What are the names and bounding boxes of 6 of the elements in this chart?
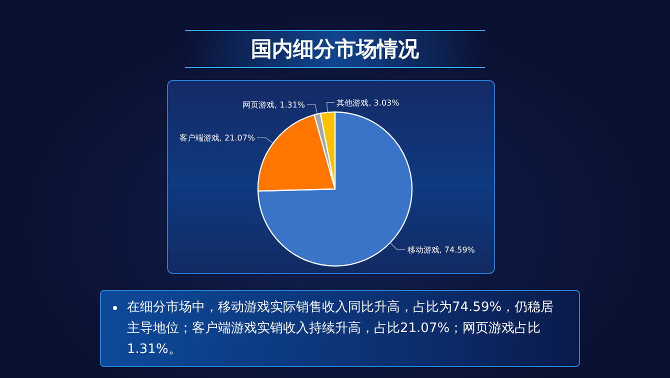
slice-label: 客户端游戏, 21.07% xyxy=(179,133,256,142)
slice-label: 其他游戏, 3.03% xyxy=(336,98,400,108)
slice-label: 移动游戏, 74.59% xyxy=(407,246,476,255)
text: 在细分市场中，移动游戏实际销售收入同比升高，占比为74.59%，仍稳居主导地位；客户端游戏实销收入持续升高，占比21.07%；网页游戏占比1.31%。 xyxy=(127,299,555,359)
chart-title: 国内细分市场情况 xyxy=(185,30,485,68)
slice-label: 网页游戏, 1.31% xyxy=(242,100,306,110)
